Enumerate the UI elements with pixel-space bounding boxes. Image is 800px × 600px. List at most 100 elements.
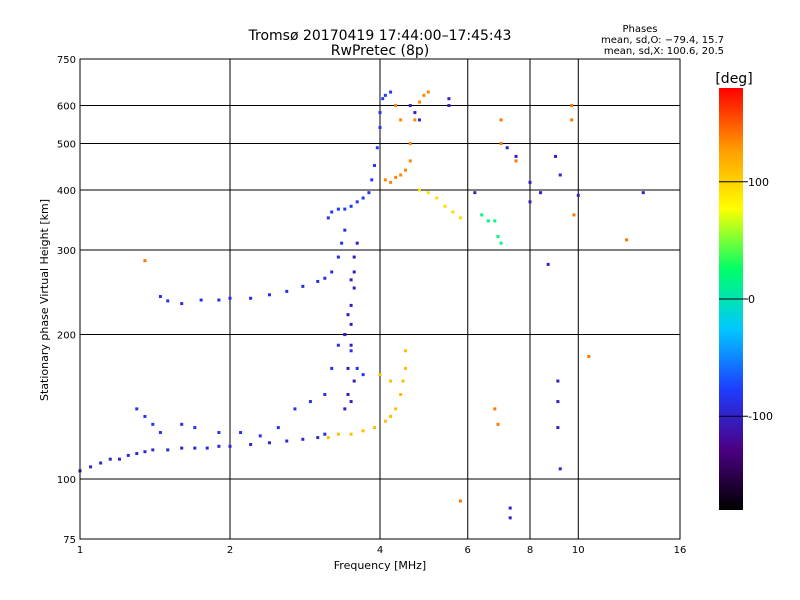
stats-heading: Phases <box>622 24 657 35</box>
x-axis-ticks: 1 2 4 6 8 10 16 <box>77 545 687 556</box>
data-point <box>408 104 412 108</box>
data-point <box>193 446 197 450</box>
data-point <box>349 432 353 436</box>
data-point <box>361 429 365 433</box>
data-point <box>383 419 387 423</box>
data-point <box>349 322 353 326</box>
data-point <box>151 422 155 426</box>
data-point <box>499 118 503 122</box>
data-point <box>496 235 500 239</box>
colorbar-label: [deg] <box>715 71 752 87</box>
data-point <box>343 207 347 211</box>
data-point <box>249 296 253 300</box>
data-point <box>217 444 221 448</box>
y-tick-label: 100 <box>57 475 76 486</box>
data-point <box>625 238 629 242</box>
x-tick-label: 8 <box>527 545 533 556</box>
data-point <box>417 188 421 192</box>
data-point <box>340 241 344 245</box>
x-tick-label: 1 <box>77 545 83 556</box>
data-point <box>352 255 356 259</box>
data-point <box>326 216 330 220</box>
data-point <box>193 426 197 430</box>
data-point <box>389 180 393 184</box>
y-axis-ticks: 75 100 200 300 400 500 600 750 <box>57 55 76 546</box>
data-point <box>408 142 412 146</box>
data-point <box>228 444 232 448</box>
plot-frame <box>79 58 681 540</box>
data-point <box>546 262 550 266</box>
data-point <box>383 93 387 97</box>
data-point <box>389 90 393 94</box>
data-point <box>301 284 305 288</box>
data-point <box>539 191 543 195</box>
data-point <box>217 431 221 435</box>
x-tick-label: 16 <box>674 545 687 556</box>
data-point <box>528 200 532 204</box>
data-points <box>78 90 645 520</box>
data-point <box>308 400 312 404</box>
x-tick-label: 2 <box>227 545 233 556</box>
data-point <box>458 216 462 220</box>
y-tick-label: 600 <box>57 102 76 113</box>
data-point <box>99 461 103 465</box>
data-point <box>367 191 371 195</box>
data-point <box>587 354 591 358</box>
data-point <box>355 241 359 245</box>
data-point <box>443 204 447 208</box>
data-point <box>336 207 340 211</box>
data-point <box>349 278 353 282</box>
data-point <box>514 154 518 158</box>
data-point <box>496 422 500 426</box>
data-point <box>401 379 405 383</box>
data-point <box>323 393 327 397</box>
data-point <box>451 210 455 214</box>
data-point <box>323 276 327 280</box>
x-tick-label: 6 <box>465 545 471 556</box>
data-point <box>399 173 403 177</box>
data-point <box>276 426 280 430</box>
data-point <box>458 499 462 503</box>
data-point <box>158 295 162 299</box>
data-point <box>375 146 379 150</box>
data-point <box>378 125 382 129</box>
data-point <box>349 349 353 353</box>
y-tick-label: 500 <box>57 140 76 151</box>
data-point <box>267 293 271 297</box>
data-point <box>258 434 262 438</box>
data-point <box>349 303 353 307</box>
data-point <box>316 436 320 440</box>
data-point <box>343 333 347 337</box>
colorbar-tick-label: -100 <box>748 410 773 423</box>
data-point <box>361 373 365 377</box>
data-point <box>143 259 147 263</box>
data-point <box>166 448 170 452</box>
data-point <box>89 465 93 469</box>
data-point <box>378 111 382 115</box>
data-point <box>239 431 243 435</box>
data-point <box>330 270 334 274</box>
data-point <box>205 446 209 450</box>
data-point <box>435 196 439 200</box>
data-point <box>558 467 562 471</box>
data-point <box>493 219 497 223</box>
data-point <box>572 213 576 217</box>
chart-subtitle: RwPretec (8p) <box>331 43 429 59</box>
data-point <box>426 90 430 94</box>
x-tick-label: 4 <box>377 545 383 556</box>
data-point <box>355 200 359 204</box>
x-axis-label: Frequency [MHz] <box>334 559 426 572</box>
data-point <box>413 111 417 115</box>
data-point <box>422 93 426 97</box>
data-point <box>389 379 393 383</box>
data-point <box>558 173 562 177</box>
y-tick-label: 400 <box>57 186 76 197</box>
data-point <box>126 453 130 457</box>
data-point <box>403 366 407 370</box>
data-point <box>352 270 356 274</box>
data-point <box>267 441 271 445</box>
stats-line-o: mean, sd,O: −79.4, 15.7 <box>601 35 724 46</box>
data-point <box>399 393 403 397</box>
data-point <box>556 426 560 430</box>
data-point <box>499 241 503 245</box>
